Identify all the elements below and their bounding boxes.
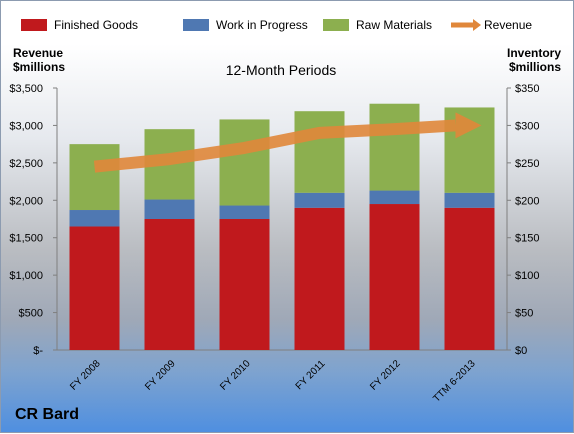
chart-subtitle: 12-Month Periods bbox=[226, 62, 337, 78]
right-tick-label: $100 bbox=[515, 270, 539, 282]
legend-label: Work in Progress bbox=[216, 18, 308, 32]
x-tick-label: FY 2012 bbox=[368, 358, 403, 393]
right-axis-unit: $millions bbox=[509, 60, 561, 74]
legend-swatch-finished-goods bbox=[21, 19, 47, 31]
left-axis-title: Revenue bbox=[13, 46, 63, 60]
bar-finished-goods bbox=[369, 204, 420, 350]
legend-label: Revenue bbox=[484, 18, 532, 32]
left-tick-label: $1,500 bbox=[9, 233, 43, 245]
left-tick-label: $3,500 bbox=[9, 83, 43, 95]
legend-label: Finished Goods bbox=[54, 18, 138, 32]
bar-finished-goods bbox=[69, 226, 120, 350]
bar-raw-materials bbox=[369, 103, 420, 191]
right-tick-label: $50 bbox=[515, 308, 533, 320]
bar-raw-materials bbox=[69, 144, 120, 211]
x-tick-label: FY 2009 bbox=[143, 358, 178, 393]
left-tick-label: $500 bbox=[19, 308, 43, 320]
revenue-line bbox=[93, 119, 456, 173]
bar-work-in-progress bbox=[444, 192, 495, 208]
left-tick-label: $1,000 bbox=[9, 270, 43, 282]
bar-work-in-progress bbox=[69, 210, 120, 227]
bar-finished-goods bbox=[219, 219, 270, 350]
left-tick-label: $- bbox=[33, 345, 43, 357]
bar-raw-materials bbox=[294, 111, 345, 193]
legend-swatch-raw-materials bbox=[323, 19, 349, 31]
left-tick-label: $2,500 bbox=[9, 158, 43, 170]
bar-finished-goods bbox=[144, 219, 195, 350]
bar-work-in-progress bbox=[369, 190, 420, 205]
bar-work-in-progress bbox=[144, 199, 195, 219]
revenue-arrowhead bbox=[455, 112, 482, 139]
left-axis-unit: $millions bbox=[13, 60, 65, 74]
company-name: CR Bard bbox=[15, 406, 80, 423]
left-tick-label: $3,000 bbox=[9, 120, 43, 132]
legend-arrow-revenue bbox=[473, 19, 481, 31]
legend-swatch-work-in-progress bbox=[183, 19, 209, 31]
right-tick-label: $150 bbox=[515, 233, 539, 245]
bar-work-in-progress bbox=[294, 192, 345, 208]
right-tick-label: $0 bbox=[515, 345, 527, 357]
right-tick-label: $200 bbox=[515, 195, 539, 207]
bar-finished-goods bbox=[444, 207, 495, 350]
x-tick-label: FY 2008 bbox=[68, 358, 103, 393]
right-tick-label: $250 bbox=[515, 158, 539, 170]
bar-work-in-progress bbox=[219, 205, 270, 219]
bar-raw-materials bbox=[219, 119, 270, 206]
legend-label: Raw Materials bbox=[356, 18, 432, 32]
x-tick-label: FY 2010 bbox=[218, 358, 253, 393]
x-tick-label: TTM 6-2013 bbox=[431, 358, 478, 405]
left-tick-label: $2,000 bbox=[9, 195, 43, 207]
x-tick-label: FY 2011 bbox=[294, 358, 328, 392]
right-tick-label: $300 bbox=[515, 120, 539, 132]
bar-finished-goods bbox=[294, 207, 345, 350]
right-axis-title: Inventory bbox=[507, 46, 561, 60]
right-tick-label: $350 bbox=[515, 83, 539, 95]
